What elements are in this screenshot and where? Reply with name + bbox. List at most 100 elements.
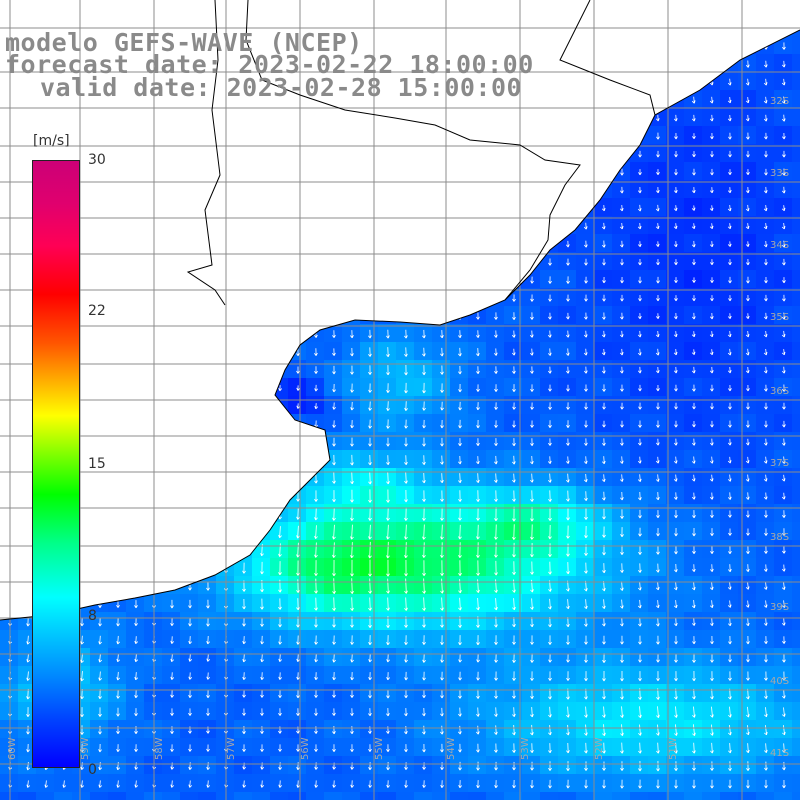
wind-speed-cell (468, 648, 487, 667)
wind-arrow (206, 168, 211, 176)
wind-arrow (278, 132, 283, 140)
wind-arrow (674, 132, 678, 140)
wind-speed-cell (612, 180, 631, 199)
wind-arrow (386, 689, 390, 699)
wind-speed-cell (378, 576, 397, 595)
wind-speed-cell (756, 414, 775, 433)
wind-speed-cell (594, 702, 613, 721)
wind-arrow (188, 545, 192, 555)
wind-arrow (98, 635, 103, 645)
wind-speed-cell (792, 360, 800, 379)
wind-arrow (656, 169, 660, 176)
wind-arrow (386, 455, 390, 466)
wind-arrow (206, 581, 210, 591)
wind-arrow (422, 311, 426, 321)
wind-speed-cell (342, 720, 361, 739)
wind-speed-cell (396, 774, 415, 793)
wind-speed-cell (306, 666, 325, 685)
wind-arrow (368, 312, 372, 320)
wind-arrow (602, 688, 606, 700)
wind-arrow (745, 187, 750, 194)
wind-arrow (674, 42, 678, 50)
wind-speed-cell (414, 612, 433, 631)
wind-arrow (548, 60, 552, 68)
wind-speed-cell (54, 774, 73, 793)
wind-arrow (368, 240, 372, 248)
wind-speed-cell (756, 450, 775, 469)
wind-arrow (709, 474, 714, 482)
wind-arrow (296, 78, 300, 86)
wind-speed-cell (720, 738, 739, 757)
wind-speed-cell (738, 720, 757, 739)
wind-speed-cell (252, 792, 271, 800)
wind-speed-cell (486, 576, 505, 595)
wind-arrow (242, 258, 247, 266)
wind-arrow (781, 564, 786, 572)
wind-speed-cell (702, 432, 721, 451)
wind-arrow (350, 365, 354, 375)
wind-speed-cell (648, 486, 667, 505)
wind-arrow (206, 366, 210, 374)
wind-speed-cell (378, 450, 397, 469)
wind-arrow (116, 582, 120, 590)
wind-speed-cell (540, 270, 559, 289)
wind-arrow (511, 330, 516, 338)
wind-arrow (565, 330, 570, 338)
wind-speed-cell (774, 252, 793, 271)
wind-arrow (116, 420, 121, 428)
wind-speed-cell (360, 360, 379, 379)
wind-arrow (26, 6, 31, 14)
wind-arrow (98, 330, 102, 338)
wind-speed-cell (630, 594, 649, 613)
wind-arrow (98, 653, 103, 663)
wind-arrow (656, 653, 660, 663)
wind-arrow (260, 635, 264, 645)
wind-arrow (476, 366, 480, 375)
wind-arrow (619, 456, 624, 464)
wind-arrow (692, 133, 696, 140)
wind-arrow (404, 780, 409, 788)
wind-arrow (404, 382, 408, 394)
wind-arrow (602, 420, 606, 428)
wind-speed-cell (450, 774, 469, 793)
wind-arrow (692, 6, 696, 14)
wind-arrow (296, 420, 301, 428)
wind-speed-cell (774, 414, 793, 433)
wind-speed-cell (576, 774, 595, 793)
wind-arrow (530, 490, 534, 502)
wind-arrow (368, 541, 372, 559)
wind-arrow (458, 438, 462, 447)
wind-arrow (512, 150, 516, 158)
wind-arrow (350, 578, 354, 594)
wind-speed-cell (738, 738, 757, 757)
wind-speed-cell (288, 612, 307, 631)
wind-speed-cell (756, 378, 775, 397)
wind-arrow (44, 96, 48, 104)
wind-arrow (565, 96, 570, 104)
wind-arrow (494, 6, 498, 14)
wind-speed-cell (702, 378, 721, 397)
wind-arrow (620, 276, 624, 284)
wind-speed-cell (756, 594, 775, 613)
wind-arrow (134, 420, 139, 428)
wind-speed-cell (720, 144, 739, 163)
wind-arrow (98, 114, 102, 122)
wind-arrow (638, 671, 642, 682)
wind-arrow (278, 635, 282, 645)
wind-speed-cell (522, 360, 541, 379)
wind-arrow (206, 420, 211, 429)
wind-arrow (440, 455, 444, 465)
wind-speed-cell (414, 576, 433, 595)
wind-arrow (188, 312, 192, 320)
wind-arrow (296, 276, 301, 285)
wind-speed-cell (540, 576, 559, 595)
wind-speed-cell (342, 432, 361, 451)
wind-arrow (260, 60, 264, 68)
wind-arrow (602, 635, 606, 645)
wind-arrow (529, 330, 534, 338)
wind-speed-cell (540, 324, 559, 343)
wind-speed-cell (360, 684, 379, 703)
wind-speed-cell (252, 756, 271, 775)
wind-arrow (764, 420, 768, 428)
